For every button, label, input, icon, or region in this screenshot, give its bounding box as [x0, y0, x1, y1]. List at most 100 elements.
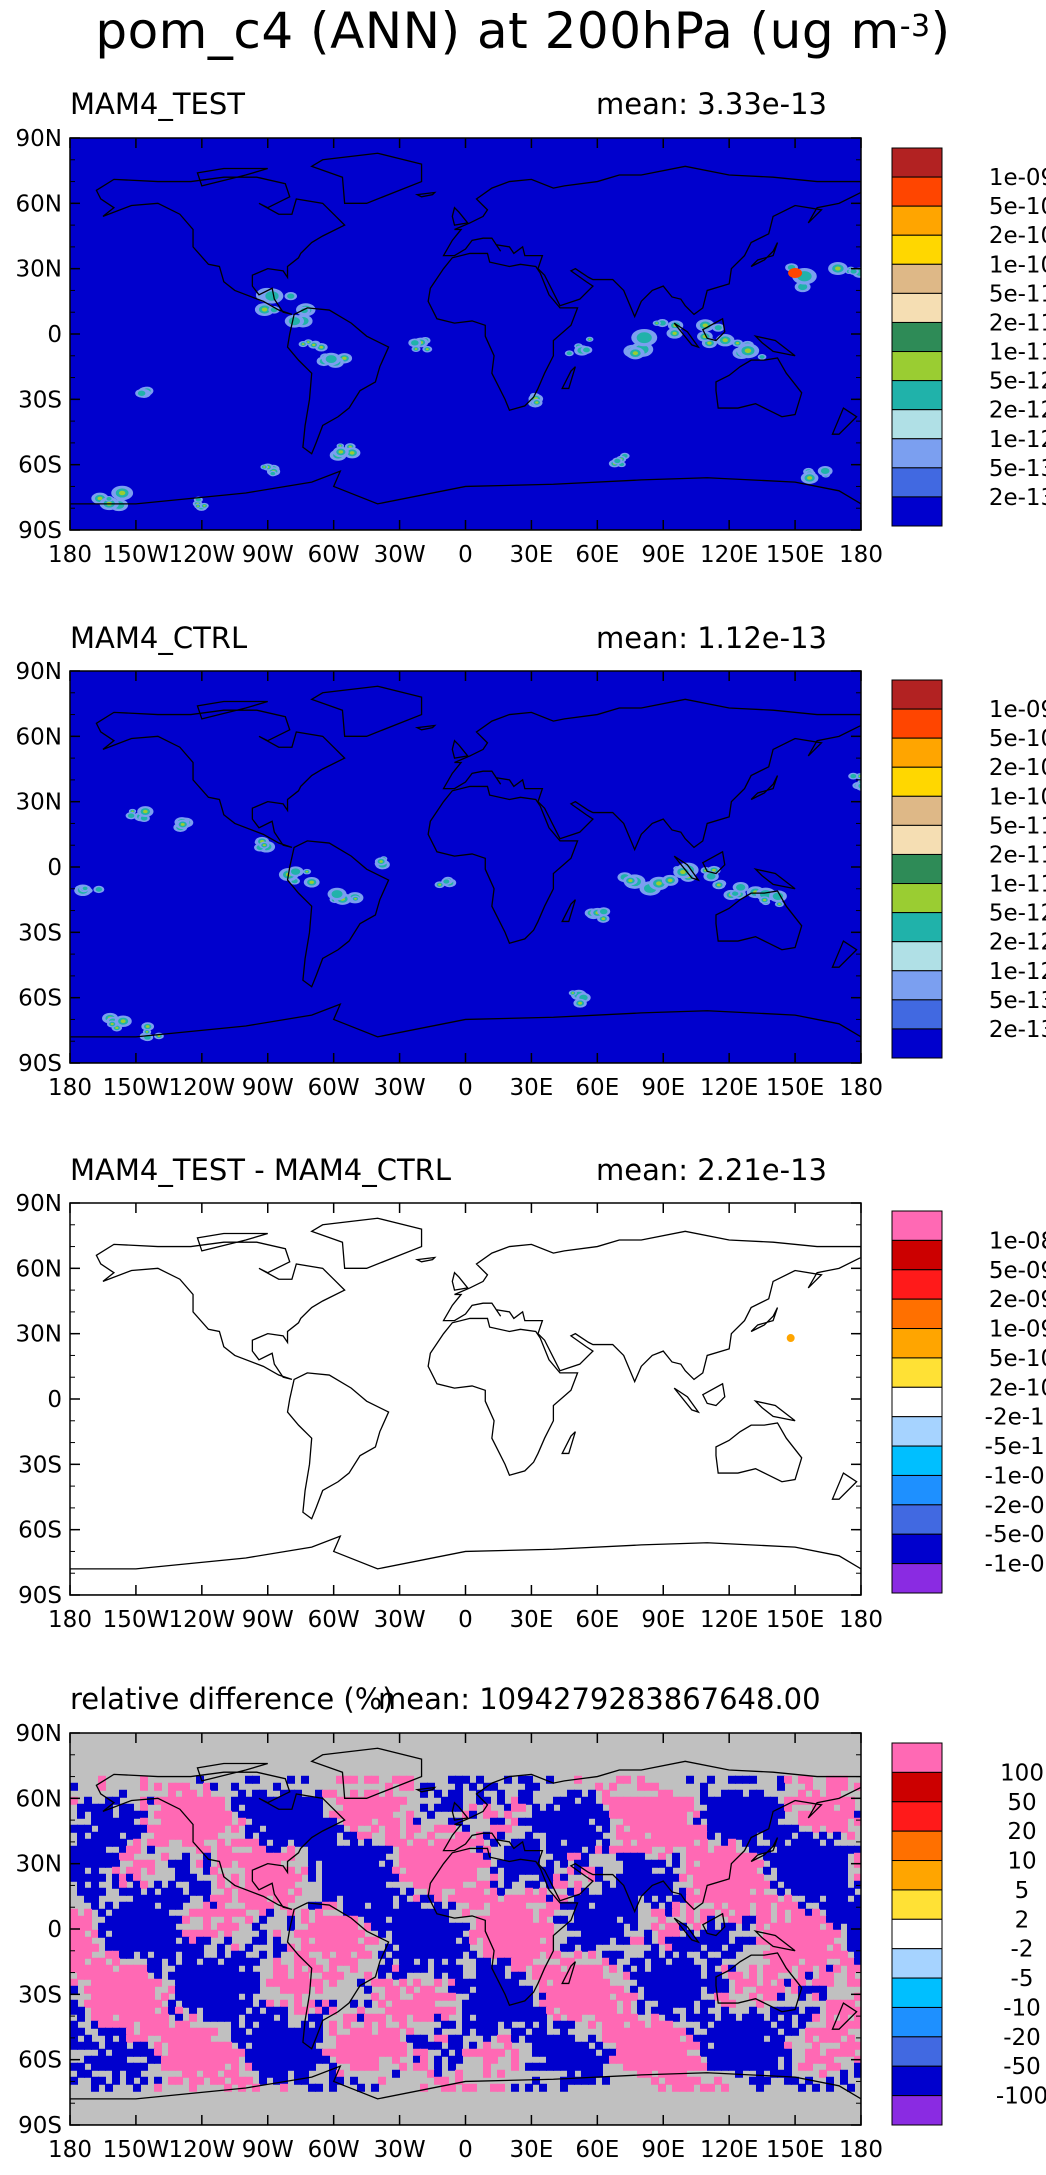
field-cell	[210, 1894, 218, 1903]
coastline	[715, 890, 803, 951]
field-cell	[756, 1803, 764, 1812]
field-cell	[413, 1943, 421, 1952]
field-cell	[245, 1796, 253, 1805]
field-cell	[679, 1957, 687, 1966]
field-cell	[231, 1824, 239, 1833]
field-cell	[161, 1915, 169, 1924]
field-patch	[354, 897, 357, 900]
field-cell	[777, 2034, 785, 2043]
field-cell	[434, 1852, 442, 1861]
legend-label: 2e-10	[989, 1375, 1046, 1401]
field-cell	[448, 1957, 456, 1966]
field-cell	[308, 1873, 316, 1882]
field-cell	[392, 2048, 400, 2057]
field-cell	[595, 1985, 603, 1994]
field-patch	[667, 878, 673, 883]
field-cell	[721, 1999, 729, 2008]
field-cell	[126, 2076, 134, 2085]
field-cell	[770, 2055, 778, 2064]
field-cell	[602, 1999, 610, 2008]
field-cell	[840, 1908, 848, 1917]
field-cell	[105, 1943, 113, 1952]
field-cell	[798, 1922, 806, 1931]
field-cell	[847, 1915, 855, 1924]
field-cell	[581, 2076, 589, 2085]
field-cell	[224, 1985, 232, 1994]
field-cell	[245, 1999, 253, 2008]
field-cell	[140, 1901, 148, 1910]
field-cell	[357, 1796, 365, 1805]
field-cell	[84, 2069, 92, 2078]
field-cell	[462, 1943, 470, 1952]
field-cell	[644, 1866, 652, 1875]
field-cell	[777, 2048, 785, 2057]
field-cell	[427, 1985, 435, 1994]
field-cell	[203, 1915, 211, 1924]
field-cell	[826, 1852, 834, 1861]
field-cell	[399, 2020, 407, 2029]
field-cell	[504, 2020, 512, 2029]
field-cell	[175, 1824, 183, 1833]
field-cell	[210, 1971, 218, 1980]
field-cell	[588, 1894, 596, 1903]
field-cell	[294, 1873, 302, 1882]
field-cell	[672, 1831, 680, 1840]
field-cell	[693, 2055, 701, 2064]
field-cell	[679, 1894, 687, 1903]
field-cell	[721, 1817, 729, 1826]
field-cell	[609, 2048, 617, 2057]
field-cell	[105, 2027, 113, 2036]
field-cell	[224, 1992, 232, 2001]
field-cell	[686, 1845, 694, 1854]
field-cell	[385, 1964, 393, 1973]
field-cell	[707, 1894, 715, 1903]
panel-title: MAM4_TEST	[70, 87, 245, 121]
field-cell	[630, 1803, 638, 1812]
field-cell	[546, 1866, 554, 1875]
field-cell	[413, 1978, 421, 1987]
field-cell	[455, 2055, 463, 2064]
field-cell	[469, 1859, 477, 1868]
field-cell	[217, 1908, 225, 1917]
field-cell	[385, 1810, 393, 1819]
field-cell	[217, 1852, 225, 1861]
field-cell	[574, 1978, 582, 1987]
field-cell	[756, 2076, 764, 2085]
field-cell	[546, 1936, 554, 1945]
field-cell	[574, 1999, 582, 2008]
legend-swatch	[891, 2095, 943, 2126]
field-cell	[679, 1922, 687, 1931]
field-cell	[616, 1894, 624, 1903]
field-cell	[112, 2027, 120, 2036]
field-cell	[378, 1971, 386, 1980]
field-cell	[637, 2048, 645, 2057]
field-cell	[637, 1880, 645, 1889]
field-patch	[714, 325, 722, 331]
field-cell	[532, 1803, 540, 1812]
field-cell	[266, 2055, 274, 2064]
field-cell	[553, 1838, 561, 1847]
field-cell	[798, 1887, 806, 1896]
field-cell	[518, 2013, 526, 2022]
field-cell	[203, 2048, 211, 2057]
field-cell	[455, 1873, 463, 1882]
field-cell	[805, 1915, 813, 1924]
field-cell	[490, 1908, 498, 1917]
field-cell	[511, 2034, 519, 2043]
field-cell	[714, 1810, 722, 1819]
field-cell	[308, 2083, 316, 2092]
field-cell	[245, 2020, 253, 2029]
field-cell	[224, 1929, 232, 1938]
field-cell	[119, 1852, 127, 1861]
field-cell	[819, 1803, 827, 1812]
field-cell	[525, 1796, 533, 1805]
field-cell	[833, 1915, 841, 1924]
field-cell	[392, 1803, 400, 1812]
field-cell	[763, 1901, 771, 1910]
field-cell	[511, 2055, 519, 2064]
field-cell	[637, 1824, 645, 1833]
field-cell	[98, 2020, 106, 2029]
field-cell	[483, 2013, 491, 2022]
field-cell	[574, 2076, 582, 2085]
field-cell	[833, 1950, 841, 1959]
